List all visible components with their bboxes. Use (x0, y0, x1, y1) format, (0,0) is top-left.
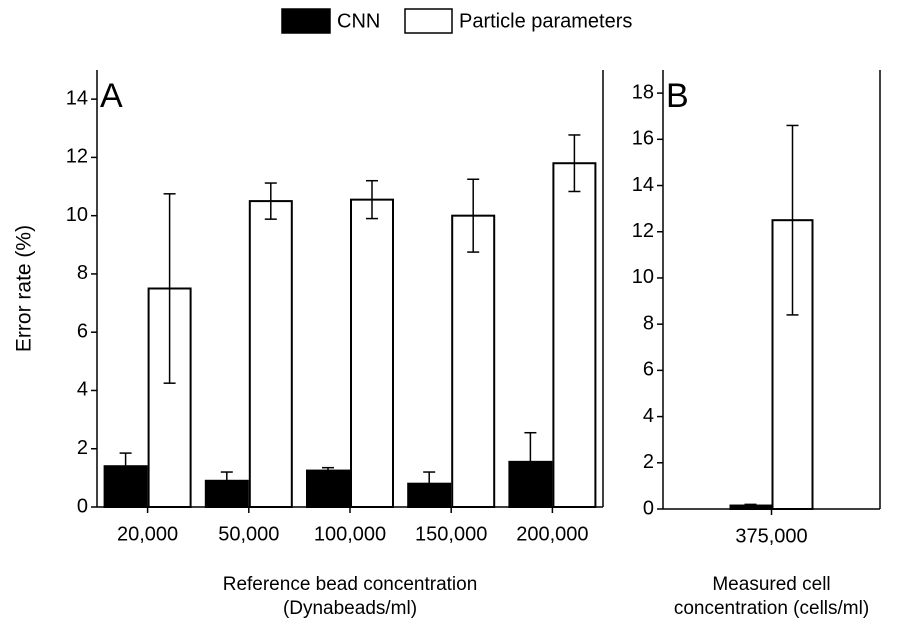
y-tick-label: 10 (632, 266, 654, 288)
y-tick-label: 14 (632, 174, 654, 196)
y-tick-label: 8 (77, 262, 88, 284)
x-tick-label: 150,000 (415, 523, 487, 545)
y-tick-label: 12 (66, 146, 88, 168)
x-axis-label: Reference bead concentration (223, 574, 478, 595)
bar (552, 162, 597, 509)
error-bar (322, 466, 334, 475)
error-bar (467, 178, 480, 253)
legend-label: Particle parameters (459, 10, 632, 32)
y-tick-label: 12 (632, 220, 654, 242)
x-tick-label: 20,000 (117, 523, 178, 545)
x-axis-label: Measured cell (712, 574, 830, 595)
x-axis-label: concentration (cells/ml) (674, 598, 869, 619)
y-tick-label: 0 (77, 495, 88, 517)
y-tick-label: 14 (66, 87, 88, 109)
x-tick-label: 375,000 (735, 525, 807, 547)
panel-label: A (100, 77, 123, 115)
bar (451, 214, 496, 509)
panel-label: B (666, 77, 689, 115)
x-tick-label: 50,000 (218, 523, 279, 545)
x-tick-label: 200,000 (516, 523, 588, 545)
legend-swatch (281, 8, 331, 34)
error-bar (119, 452, 132, 481)
y-tick-label: 2 (77, 437, 88, 459)
y-tick-label: 0 (643, 497, 654, 519)
error-bar (786, 124, 799, 316)
y-tick-label: 4 (643, 405, 654, 427)
error-bar (220, 471, 233, 491)
legend-swatch (404, 8, 453, 34)
y-tick-label: 4 (77, 379, 88, 401)
bar (306, 469, 350, 509)
error-bar (744, 503, 757, 508)
x-axis-label: (Dynabeads/ml) (283, 598, 417, 619)
bar (248, 200, 293, 508)
error-bar (524, 431, 537, 492)
y-tick-label: 16 (632, 128, 654, 150)
y-tick-label: 6 (77, 320, 88, 342)
error-bar (423, 471, 436, 497)
y-tick-label: 6 (643, 359, 654, 381)
y-tick-label: 8 (643, 312, 654, 334)
error-bar (366, 179, 378, 220)
error-bar (568, 134, 581, 193)
legend-label: CNN (337, 10, 380, 32)
error-bar (163, 193, 176, 384)
y-tick-label: 18 (632, 81, 654, 103)
y-axis-label: Error rate (%) (13, 225, 36, 352)
error-bar (264, 182, 277, 220)
y-tick-label: 2 (643, 451, 654, 473)
y-tick-label: 10 (66, 204, 88, 226)
x-tick-label: 100,000 (314, 523, 386, 545)
bar (350, 198, 394, 508)
